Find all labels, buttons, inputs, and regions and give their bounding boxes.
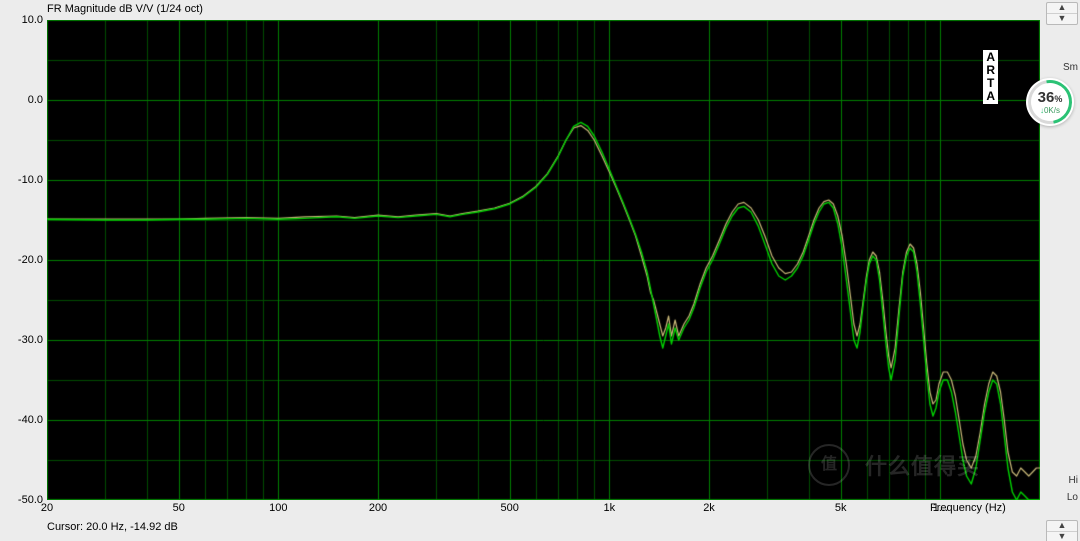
gutter-label: Sm bbox=[1063, 62, 1078, 73]
watermark-text: 什么值得买 bbox=[865, 456, 980, 478]
y-tick-label: -50.0 bbox=[0, 494, 43, 506]
x-tick-label: 200 bbox=[369, 502, 387, 514]
x-axis-label: Frequency (Hz) bbox=[930, 502, 1006, 514]
watermark-icon: 值 bbox=[808, 444, 850, 486]
badge-subtext: ↓0K/s bbox=[1040, 107, 1060, 115]
download-badge[interactable]: 36% ↓0K/s bbox=[1026, 78, 1074, 126]
x-tick-label: 500 bbox=[501, 502, 519, 514]
y-tick-label: -40.0 bbox=[0, 414, 43, 426]
axis-stepper[interactable]: ▲▼ bbox=[1046, 520, 1078, 541]
x-tick-label: 1k bbox=[604, 502, 616, 514]
chevron-down-icon[interactable]: ▼ bbox=[1058, 532, 1067, 541]
x-tick-label: 5k bbox=[835, 502, 847, 514]
y-tick-label: 10.0 bbox=[0, 14, 43, 26]
y-tick-label: -20.0 bbox=[0, 254, 43, 266]
gutter-label: Hi bbox=[1069, 475, 1078, 486]
chevron-down-icon[interactable]: ▼ bbox=[1058, 14, 1067, 24]
arta-logo: ARTA bbox=[983, 50, 998, 104]
y-tick-label: -30.0 bbox=[0, 334, 43, 346]
axis-stepper[interactable]: ▲▼ bbox=[1046, 2, 1078, 25]
x-tick-label: 100 bbox=[269, 502, 287, 514]
chevron-up-icon[interactable]: ▲ bbox=[1058, 521, 1067, 531]
chevron-up-icon[interactable]: ▲ bbox=[1058, 3, 1067, 13]
plot-canvas bbox=[47, 20, 1040, 500]
x-tick-label: 50 bbox=[173, 502, 185, 514]
y-tick-label: -10.0 bbox=[0, 174, 43, 186]
gutter-label: Lo bbox=[1067, 492, 1078, 503]
plot-area[interactable]: ARTA 值 什么值得买 bbox=[47, 20, 1040, 500]
chart-title: FR Magnitude dB V/V (1/24 oct) bbox=[47, 3, 203, 15]
badge-percent: 36% bbox=[1038, 90, 1063, 105]
x-tick-label: 2k bbox=[703, 502, 715, 514]
y-tick-label: 0.0 bbox=[0, 94, 43, 106]
cursor-readout: Cursor: 20.0 Hz, -14.92 dB bbox=[47, 521, 178, 533]
x-tick-label: 20 bbox=[41, 502, 53, 514]
